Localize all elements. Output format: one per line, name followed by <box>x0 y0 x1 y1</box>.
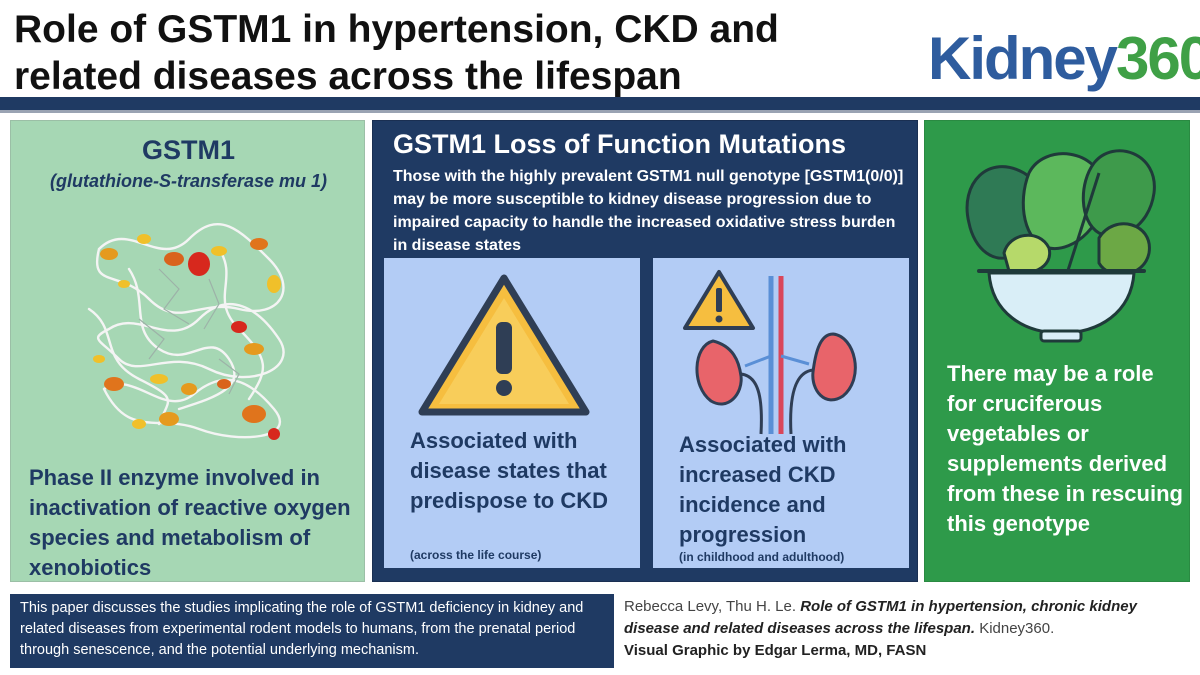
citation-title: Role of GSTM1 in hypertension, chronic k… <box>624 598 1137 637</box>
mutation-panel: GSTM1 Loss of Function Mutations Those w… <box>372 120 918 582</box>
warning-icon <box>418 274 590 416</box>
ckd-incidence-text: Associated with increased CKD incidence … <box>679 432 847 547</box>
ckd-incidence-card: Associated with increased CKD incidence … <box>653 258 909 568</box>
citation: Rebecca Levy, Thu H. Le. Role of GSTM1 i… <box>624 596 1194 662</box>
gstm1-subtitle: (glutathione-S-transferase mu 1) <box>49 171 328 191</box>
mutation-title: GSTM1 Loss of Function Mutations <box>393 129 846 159</box>
vegetable-bowl-icon <box>965 149 1156 343</box>
disease-states-card: Associated with disease states that pred… <box>384 258 640 568</box>
disease-states-text: Associated with disease states that pred… <box>410 428 609 513</box>
cruciferous-text: There may be a role for cruciferous vege… <box>947 361 1183 536</box>
graphic-credit: Visual Graphic by Edgar Lerma, MD, FASN <box>624 642 927 659</box>
kidney360-logo: Kidney360 <box>928 20 1200 98</box>
gstm1-title: GSTM1 <box>141 135 235 165</box>
vegetables-panel: There may be a role for cruciferous vege… <box>924 120 1190 582</box>
protein-structure-icon <box>87 222 285 440</box>
mutation-description: Those with the highly prevalent GSTM1 nu… <box>393 168 904 254</box>
header-divider <box>0 97 1200 113</box>
citation-journal: Kidney360. <box>979 620 1055 637</box>
gstm1-panel: GSTM1 (glutathione-S-transferase mu 1) <box>10 120 365 582</box>
kidneys-warning-icon <box>683 270 857 435</box>
ckd-incidence-note: (in childhood and adulthood) <box>679 550 845 564</box>
logo-number: 360 <box>1116 25 1200 92</box>
citation-authors: Rebecca Levy, Thu H. Le. <box>624 598 797 615</box>
page-title: Role of GSTM1 in hypertension, CKD and r… <box>14 8 779 98</box>
disease-states-note: (across the life course) <box>410 548 542 562</box>
logo-word: Kidney <box>928 25 1118 92</box>
gstm1-description: Phase II enzyme involved in inactivation… <box>29 465 351 580</box>
paper-summary: This paper discusses the studies implica… <box>10 594 614 668</box>
